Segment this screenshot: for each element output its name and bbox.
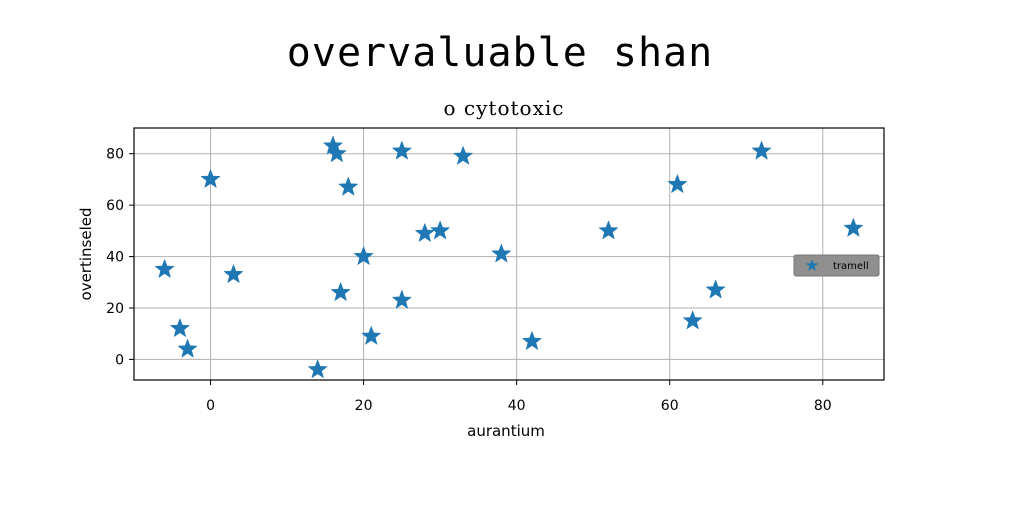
x-tick-label: 0 [206,398,215,414]
data-point-star [353,245,374,266]
grid [134,128,884,380]
data-point-star [169,317,191,338]
x-tick-label: 40 [508,398,526,414]
data-points [154,135,864,379]
data-point-star [414,222,436,243]
data-point-star [429,220,451,240]
data-point-star [667,173,688,194]
data-point-star [491,243,512,263]
data-point-star [330,281,351,302]
legend-star-icon [805,259,819,271]
legend-box [793,254,880,277]
data-point-star [200,168,221,189]
data-point-star [843,217,864,237]
x-tick-label: 60 [661,398,679,414]
data-point-star [705,279,726,299]
data-point-star [751,140,772,160]
y-tick-label: 80 [106,147,124,163]
legend-marker [805,259,819,271]
y-tick-label: 0 [115,352,124,368]
y-tick-label: 20 [106,301,124,317]
x-tick-label: 20 [355,398,373,414]
data-point-star [391,289,413,309]
axis-ticks: 0 20 40 60 80 0 20 40 60 80 [106,147,832,414]
x-axis-label: aurantium [467,422,545,440]
chart-subtitle: o cytotoxic [443,96,565,120]
y-tick-label: 60 [106,198,124,214]
data-point-star [361,325,382,345]
data-point-star [307,358,328,379]
legend-label-tramell: tramell [833,261,869,272]
y-axis-label: overtinseled [77,208,95,301]
data-point-star [177,338,198,358]
y-tick-label: 40 [106,250,124,266]
data-point-star [682,310,703,330]
legend: tramell [793,254,880,277]
plot-frame [133,127,885,381]
x-tick-label: 80 [814,398,832,414]
data-point-star [338,176,359,196]
data-point-star [452,145,474,165]
data-point-star [391,140,413,160]
data-point-star [223,263,244,284]
data-point-star [598,220,619,240]
data-point-star [521,330,543,351]
data-point-star [154,258,175,279]
chart-title: overvaluable shan [286,30,714,76]
data-point-star [326,142,347,163]
